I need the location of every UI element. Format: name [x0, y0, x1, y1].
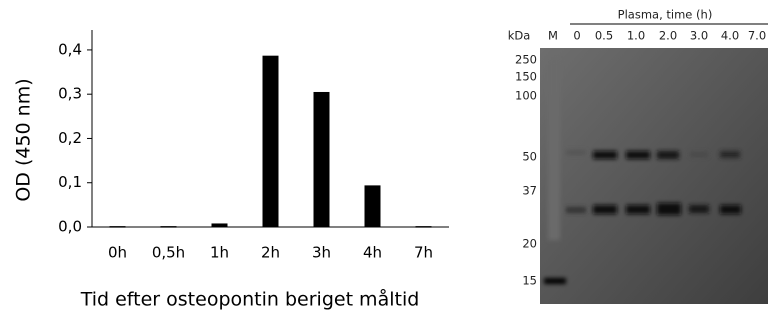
blot: Plasma, time (h) kDa M 0 0.5 1.0 2.0 3.0 4.0 7… — [508, 8, 768, 305]
y-tick-label: 0,4 — [58, 40, 82, 58]
marker-label: 100 — [515, 89, 537, 103]
x-axis-label: Tid efter osteopontin beriget måltid — [80, 288, 420, 311]
x-tick-label: 7h — [414, 244, 433, 262]
figure: OD (450 nm) Tid efter osteopontin berige… — [0, 0, 769, 312]
marker-label: 37 — [522, 184, 537, 198]
bar — [314, 92, 330, 227]
x-tick-label: 0,5h — [152, 244, 185, 262]
marker-label: 15 — [522, 274, 537, 288]
x-tick-label: 2h — [261, 244, 280, 262]
lane-label: 0.5 — [595, 29, 613, 43]
blot-title: Plasma, time (h) — [618, 8, 713, 22]
marker-label: 250 — [515, 53, 537, 67]
lane-label: 2.0 — [659, 29, 677, 43]
marker-label: 20 — [522, 237, 537, 251]
bar — [416, 226, 432, 228]
bar — [212, 223, 228, 227]
unit-label: kDa — [508, 29, 531, 43]
y-tick-label: 0,0 — [58, 218, 82, 236]
lane-label: 3.0 — [690, 29, 708, 43]
lane-label: 0 — [573, 29, 580, 43]
marker-lane-label: M — [548, 29, 558, 43]
blot-membrane — [540, 48, 768, 304]
marker-label: 150 — [515, 70, 537, 84]
bar — [365, 185, 381, 227]
lane-label: 7.0 — [748, 29, 766, 43]
x-tick-label: 3h — [312, 244, 331, 262]
x-tick-label: 4h — [363, 244, 382, 262]
y-axis-label: OD (450 nm) — [13, 78, 35, 201]
bar — [263, 56, 279, 227]
x-tick-label: 1h — [210, 244, 229, 262]
lane-label: 1.0 — [627, 29, 645, 43]
y-tick-label: 0,3 — [58, 85, 82, 103]
bar — [161, 226, 177, 228]
y-tick-label: 0,1 — [58, 173, 82, 191]
lane-label: 4.0 — [721, 29, 739, 43]
y-tick-label: 0,2 — [58, 129, 82, 147]
marker-label: 50 — [522, 150, 537, 164]
x-tick-label: 0h — [108, 244, 127, 262]
bar — [110, 226, 126, 228]
